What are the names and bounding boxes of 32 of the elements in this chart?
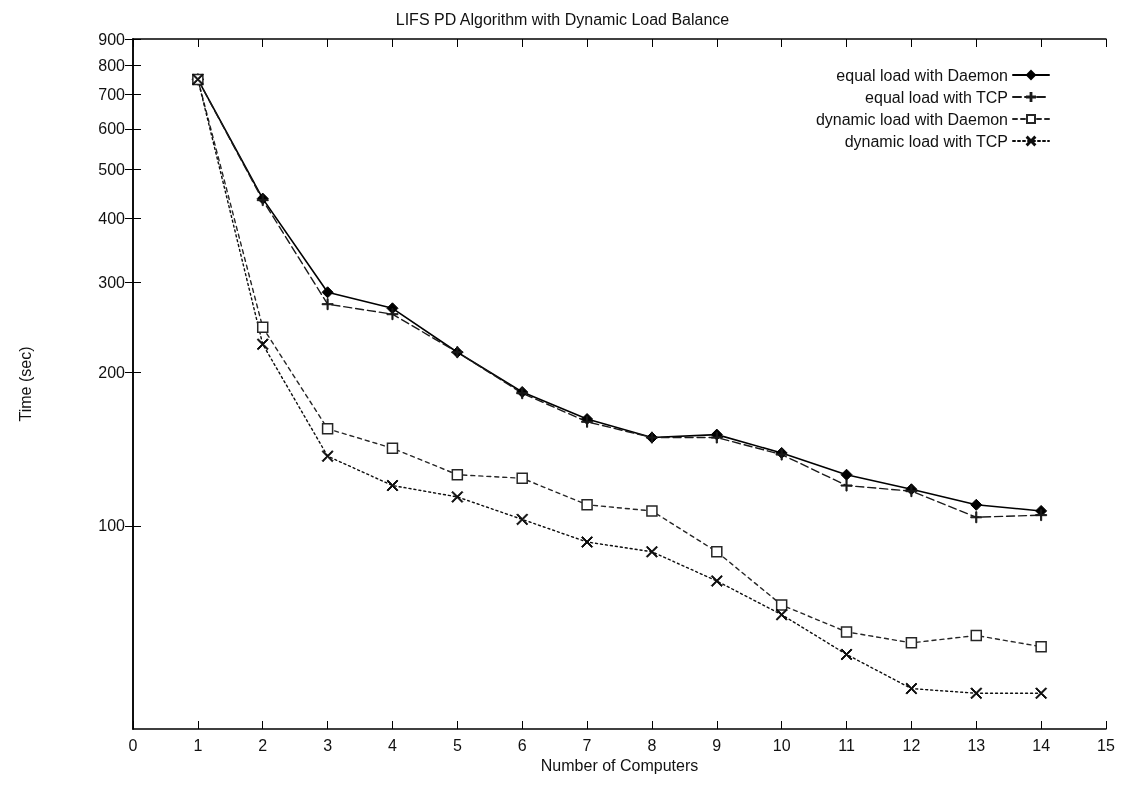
legend-label: dynamic load with TCP [844, 132, 1008, 150]
legend-label: equal load with Daemon [836, 66, 1008, 84]
x-tick-label: 4 [388, 736, 398, 754]
y-tick-label: 700 [98, 86, 126, 104]
y-tick-label: 900 [98, 30, 126, 48]
x-tick-label: 2 [258, 736, 268, 754]
x-tick-label: 7 [582, 736, 592, 754]
y-tick-label: 300 [98, 273, 126, 291]
y-tick-label: 500 [98, 160, 126, 178]
x-tick-label: 6 [517, 736, 527, 754]
x-tick-label: 3 [323, 736, 333, 754]
y-tick-label: 100 [98, 517, 126, 535]
x-tick-label: 0 [128, 736, 138, 754]
y-tick-label: 400 [98, 210, 126, 228]
x-tick-label: 13 [967, 736, 986, 754]
x-tick-label: 11 [838, 736, 855, 754]
x-tick-label: 1 [193, 736, 203, 754]
x-tick-label: 8 [647, 736, 657, 754]
y-tick-label: 200 [98, 363, 126, 381]
legend-label: equal load with TCP [865, 88, 1008, 106]
chart-title: LIFS PD Algorithm with Dynamic Load Balance [395, 10, 730, 28]
y-axis-title: Time (sec) [16, 346, 34, 422]
y-tick-label: 800 [98, 56, 126, 74]
x-axis-title: Number of Computers [540, 757, 699, 775]
legend-label: dynamic load with Daemon [815, 110, 1008, 128]
x-tick-label: 15 [1097, 736, 1115, 754]
x-tick-label: 5 [452, 736, 462, 754]
x-tick-label: 10 [772, 736, 791, 754]
x-tick-label: 14 [1032, 736, 1051, 754]
x-tick-label: 12 [902, 736, 921, 754]
y-tick-label: 600 [98, 120, 126, 138]
x-tick-label: 9 [712, 736, 722, 754]
